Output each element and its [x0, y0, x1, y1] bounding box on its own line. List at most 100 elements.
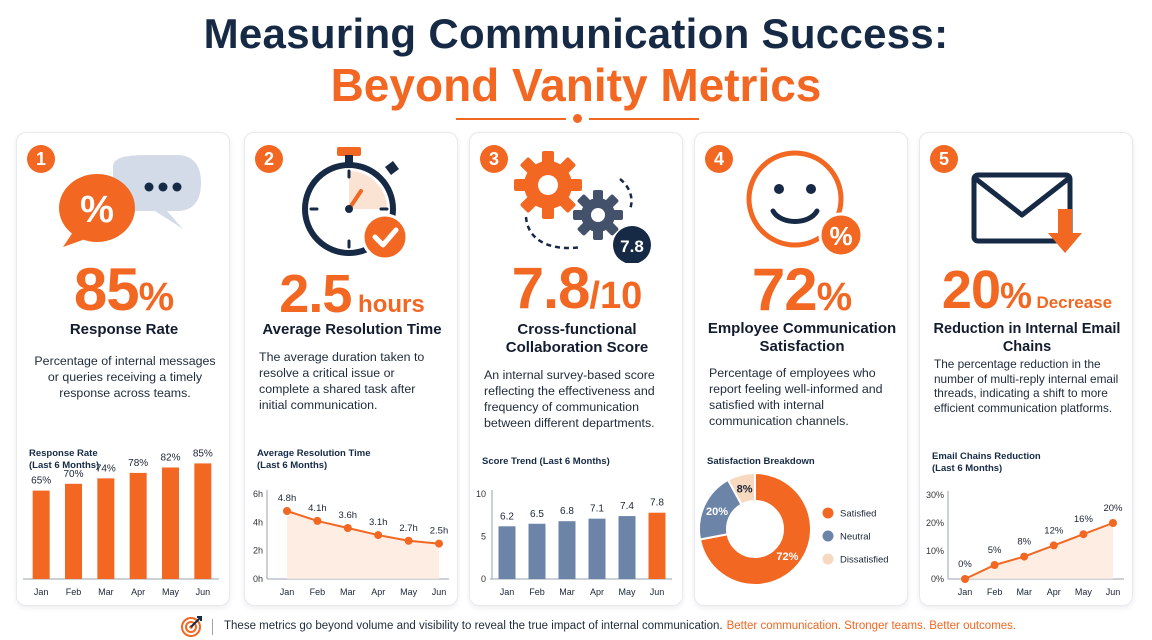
data-label: 7.4 — [620, 501, 634, 512]
legend-swatch — [822, 553, 834, 565]
x-tick-label: Mar — [98, 587, 114, 597]
metric-description: Percentage of employees who report feeli… — [709, 366, 883, 428]
card-number-badge: 5 — [930, 145, 958, 173]
footer-text: These metrics go beyond volume and visib… — [224, 620, 1017, 632]
data-label: 16% — [1074, 514, 1094, 525]
x-tick-label: Jun — [650, 587, 665, 597]
data-point-mar — [1020, 552, 1029, 561]
gears-score-icon: 7.8 — [514, 151, 651, 263]
card-number-badge: 4 — [705, 145, 733, 173]
data-label: 4.8h — [278, 493, 297, 504]
data-label: 65% — [31, 476, 51, 487]
metric-value: 85% — [73, 256, 175, 323]
data-point-jun — [1109, 519, 1117, 527]
chart-title: Satisfaction Breakdown — [707, 456, 815, 467]
metric-card-response-rate: % 1 85% Response Rate Percentage of inte… — [16, 132, 230, 606]
card-number-badge: 1 — [27, 145, 55, 173]
x-tick-label: Jan — [34, 587, 49, 597]
title-divider-left — [456, 118, 566, 120]
series-area — [287, 511, 439, 579]
smiley-percent-icon: % — [746, 150, 864, 258]
footer: These metrics go beyond volume and visib… — [0, 612, 1152, 640]
metric-description: The percentage reduction in the number o… — [934, 357, 1119, 415]
legend-label: Dissatisfied — [840, 555, 889, 566]
bar-mar — [97, 478, 115, 579]
x-tick-label: Apr — [1047, 587, 1061, 597]
title-divider-right — [589, 118, 699, 120]
envelope-down-arrow-icon — [971, 172, 1082, 253]
x-tick-label: Jan — [280, 587, 295, 597]
legend-swatch — [822, 507, 834, 519]
bar-jan — [498, 526, 516, 579]
x-tick-label: Mar — [340, 587, 356, 597]
y-tick-label: 4h — [253, 517, 263, 527]
data-point-apr — [1049, 541, 1058, 550]
metric-label: Average Resolution Time — [262, 321, 442, 338]
data-label: 5% — [988, 545, 1002, 556]
data-label: 12% — [1044, 525, 1064, 536]
x-tick-label: Feb — [66, 587, 82, 597]
slice-dissatisfied — [726, 471, 756, 506]
bar-feb — [65, 483, 82, 579]
data-label: 70% — [63, 469, 83, 480]
page-title: Measuring Communication Success: — [203, 10, 949, 57]
bar-jun — [194, 463, 212, 579]
bar-mar — [558, 521, 576, 579]
series-line — [964, 522, 1114, 580]
slice-label: 72% — [776, 551, 798, 563]
series-line — [286, 510, 440, 545]
x-tick-label: Feb — [310, 587, 326, 597]
svg-text:%: % — [80, 189, 114, 231]
x-tick-label: Apr — [131, 587, 145, 597]
chart-title: Email Chains Reduction (Last 6 Months) — [932, 451, 1041, 474]
metric-value: 7.8/10 — [511, 256, 643, 321]
score-trend-bar-chart: 0 5 10 6.2 Jan 6.5 Feb 6.8 Mar 7.1 Apr 7.4 May 7.8 Jun — [476, 489, 672, 597]
data-label: 6.8 — [560, 506, 574, 517]
resolution-time-line-chart: 0h 2h 4h 6h 4.8h Jan 4.1h Feb 3.6h Mar 3.1h Apr 2.7h… — [253, 489, 449, 597]
stopwatch-check-icon — [302, 147, 409, 261]
metric-card-satisfaction: % 4 72% Employee Communication Satisfact… — [694, 132, 908, 606]
slice-label: 8% — [737, 483, 753, 495]
card-number-badge: 2 — [255, 145, 283, 173]
x-tick-label: May — [400, 587, 418, 597]
data-label: 7.1 — [590, 504, 604, 515]
data-label: 78% — [128, 458, 148, 469]
response-rate-bar-chart: 65% Jan 70% Feb 74% Mar 78% Apr 82% May 85% Jun — [23, 448, 219, 597]
chart-title: Average Resolution Time (Last 6 Months) — [257, 448, 371, 471]
percent-speech-bubble-icon: % — [59, 155, 201, 247]
x-tick-label: Jun — [1106, 587, 1121, 597]
y-tick-label: 0h — [253, 574, 263, 584]
chart-title: Response Rate (Last 6 Months) — [29, 448, 100, 471]
chart-title: Score Trend (Last 6 Months) — [482, 456, 610, 467]
x-tick-label: Mar — [1016, 587, 1032, 597]
y-tick-label: 10% — [926, 546, 944, 556]
metric-card-email-reduction: 5 20% Decrease Reduction in Internal Ema… — [919, 132, 1133, 606]
x-tick-label: Apr — [371, 587, 385, 597]
svg-text:%: % — [829, 221, 852, 251]
data-point-jan — [961, 575, 969, 583]
data-label: 4.1h — [308, 503, 327, 514]
target-arrow-icon — [181, 616, 202, 637]
data-point-may — [1079, 530, 1088, 539]
data-label: 0% — [958, 559, 972, 570]
bar-jun — [648, 512, 666, 579]
data-point-feb — [990, 561, 999, 569]
y-tick-label: 2h — [253, 546, 263, 556]
x-tick-label: Jan — [958, 587, 973, 597]
data-label: 82% — [160, 452, 180, 463]
metric-value: 20% Decrease — [941, 260, 1113, 320]
metric-description: Percentage of internal messages or queri… — [34, 354, 216, 400]
x-tick-label: Apr — [590, 587, 604, 597]
slice-satisfied — [698, 471, 812, 586]
metric-label: Cross-functional Collaboration Score — [505, 321, 649, 356]
legend-label: Neutral — [840, 532, 871, 543]
footer-divider — [212, 619, 213, 635]
data-point-jun — [435, 539, 443, 548]
data-label: 2.5h — [430, 526, 449, 537]
satisfaction-donut-chart: 72% 20% 8% Satisfied Neutral Dissatisfied — [698, 471, 889, 586]
email-reduction-line-chart: 0% 10% 20% 30% 0% Jan 5% Feb 8% Mar 12% Apr 16% May 20… — [926, 490, 1124, 597]
y-tick-label: 10 — [476, 489, 486, 499]
title-divider-dot — [573, 114, 582, 123]
metric-label: Response Rate — [69, 321, 179, 338]
data-label: 8% — [1017, 537, 1031, 548]
